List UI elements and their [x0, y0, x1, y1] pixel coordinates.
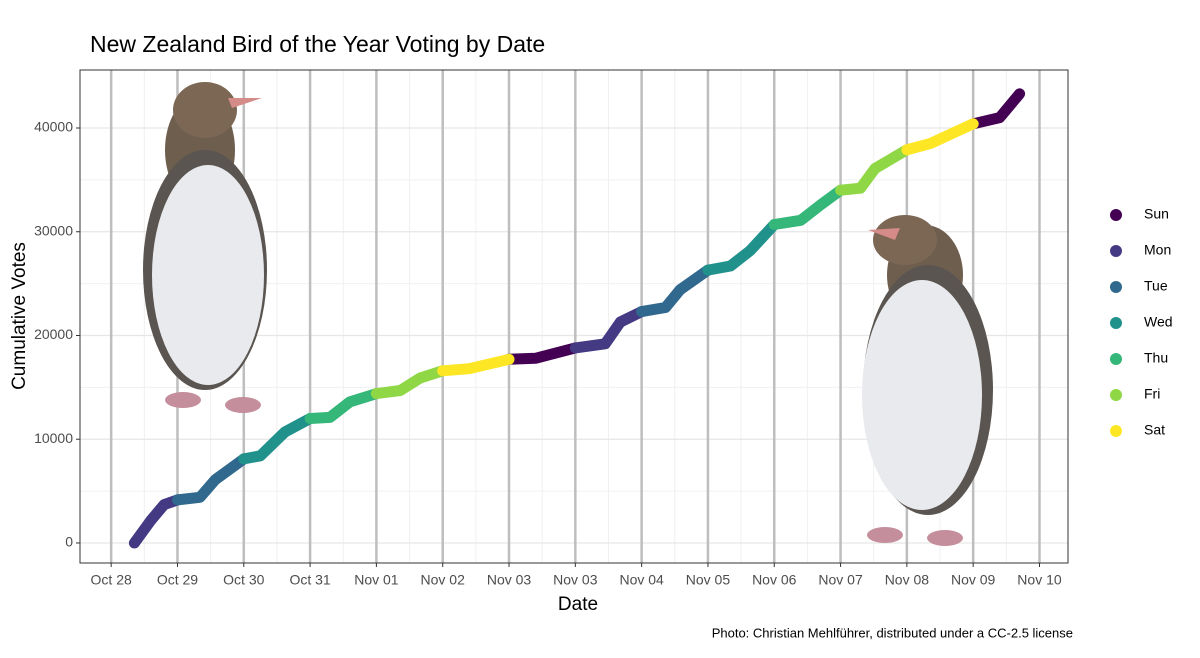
legend-label: Thu — [1144, 350, 1168, 366]
x-tick-label: Nov 03 — [553, 572, 598, 588]
x-tick-label: Nov 07 — [818, 572, 863, 588]
x-tick-label: Oct 30 — [223, 572, 264, 588]
x-tick-label: Nov 03 — [487, 572, 532, 588]
x-tick-label: Nov 06 — [752, 572, 797, 588]
x-axis-label: Date — [558, 594, 598, 615]
penguin-right — [862, 215, 993, 546]
x-tick-label: Nov 02 — [421, 572, 466, 588]
legend-swatch — [1110, 245, 1122, 257]
legend-label: Sun — [1144, 206, 1169, 222]
penguin-left — [143, 82, 267, 413]
plot-marks — [128, 88, 1026, 549]
x-tick-label: Oct 28 — [91, 572, 132, 588]
chart-title: New Zealand Bird of the Year Voting by D… — [90, 31, 545, 57]
x-tick-label: Nov 05 — [686, 572, 731, 588]
legend-label: Mon — [1144, 242, 1171, 258]
legend-swatch — [1110, 353, 1122, 365]
legend-label: Tue — [1144, 278, 1168, 294]
x-tick-label: Nov 08 — [885, 572, 930, 588]
caption: Photo: Christian Mehlführer, distributed… — [712, 625, 1073, 640]
legend-swatch — [1110, 425, 1122, 437]
series-line — [172, 264, 714, 506]
y-tick-label: 40000 — [34, 119, 73, 135]
y-tick-label: 10000 — [34, 430, 73, 446]
series-line — [503, 88, 1026, 365]
series-line — [304, 184, 847, 424]
series-line — [437, 118, 979, 377]
panel-border — [79, 69, 1069, 564]
legend-swatch — [1110, 281, 1122, 293]
series-line — [128, 306, 648, 549]
x-tick-label: Nov 01 — [354, 572, 399, 588]
y-tick-label: 20000 — [34, 326, 73, 342]
y-tick-label: 0 — [65, 534, 73, 550]
legend-label: Wed — [1144, 314, 1173, 330]
legend-swatch — [1110, 389, 1122, 401]
x-tick-label: Nov 04 — [619, 572, 664, 588]
legend-swatch — [1110, 209, 1122, 221]
legend-label: Sat — [1144, 422, 1165, 438]
y-axis-label: Cumulative Votes — [9, 242, 30, 390]
series-line — [370, 144, 913, 400]
legend-swatch — [1110, 317, 1122, 329]
x-tick-label: Oct 31 — [289, 572, 330, 588]
legend: Sun Mon Tue Wed Thu Fri Sat — [1110, 206, 1173, 438]
y-tick-label: 30000 — [34, 222, 73, 238]
x-tick-label: Oct 29 — [157, 572, 198, 588]
series-line — [238, 219, 780, 465]
x-tick-label: Nov 10 — [1017, 572, 1062, 588]
legend-label: Fri — [1144, 386, 1160, 402]
x-tick-label: Nov 09 — [951, 572, 996, 588]
